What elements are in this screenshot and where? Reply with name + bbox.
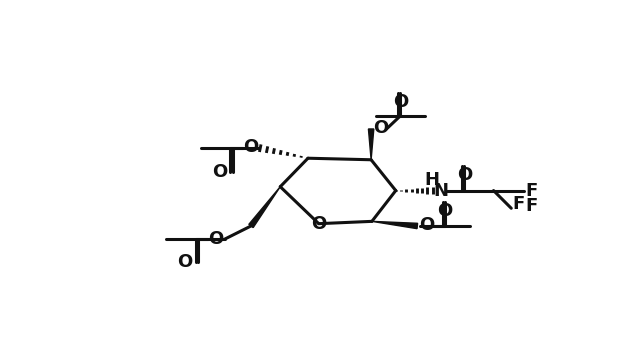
Text: O: O bbox=[393, 93, 408, 111]
Text: O: O bbox=[437, 202, 452, 220]
Text: O: O bbox=[208, 230, 223, 248]
Text: O: O bbox=[212, 163, 227, 181]
Text: O: O bbox=[177, 253, 193, 271]
Text: O: O bbox=[372, 119, 388, 137]
Polygon shape bbox=[369, 129, 374, 160]
Text: H: H bbox=[424, 171, 440, 189]
Text: F: F bbox=[525, 197, 538, 215]
Text: N: N bbox=[433, 182, 448, 200]
Text: O: O bbox=[457, 166, 472, 184]
Text: O: O bbox=[419, 216, 434, 234]
Text: O: O bbox=[311, 215, 326, 233]
Text: F: F bbox=[512, 195, 524, 213]
Text: F: F bbox=[525, 182, 538, 200]
Polygon shape bbox=[249, 187, 280, 227]
Polygon shape bbox=[372, 221, 417, 229]
Text: O: O bbox=[243, 138, 259, 156]
